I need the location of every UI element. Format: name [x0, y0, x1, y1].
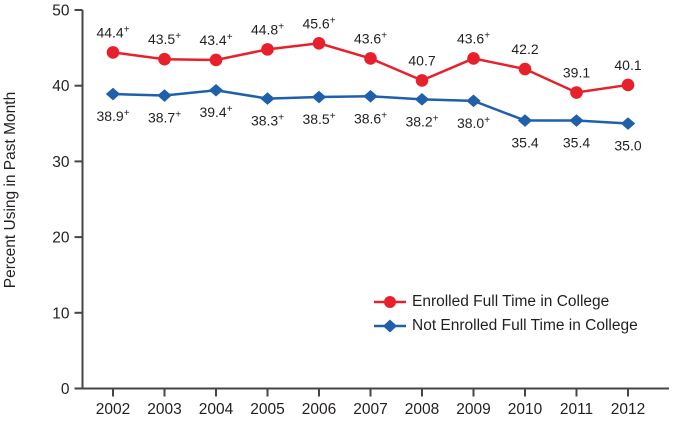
series-line-0 — [112, 42, 629, 94]
legend-item-not-enrolled: Not Enrolled Full Time in College — [374, 317, 638, 334]
x-tick-label: 2002 — [96, 401, 130, 418]
data-point-marker-diamond — [311, 90, 327, 104]
data-point-label: 43.4+ — [199, 32, 232, 48]
data-point-label: 43.6+ — [354, 30, 387, 46]
x-tick-label: 2008 — [405, 401, 439, 418]
legend-label-not-enrolled: Not Enrolled Full Time in College — [412, 316, 638, 334]
data-point-marker-circle — [570, 86, 583, 99]
data-point-label: 38.3+ — [251, 113, 284, 129]
data-point-label: 38.6+ — [354, 110, 387, 126]
y-axis-title: Percent Using in Past Month — [2, 91, 19, 289]
x-tick-label: 2010 — [508, 401, 543, 418]
data-point-marker-diamond — [105, 87, 121, 101]
y-tick-label: 50 — [52, 3, 70, 20]
data-point-marker-diamond — [363, 89, 378, 103]
x-tick-label: 2004 — [199, 401, 234, 418]
data-point-marker-circle — [106, 46, 120, 59]
legend-line-circle-icon — [374, 295, 406, 308]
data-point-marker-diamond — [517, 114, 533, 127]
data-point-marker-circle — [209, 53, 223, 67]
x-tick-label: 2012 — [611, 401, 645, 418]
data-point-marker-circle — [415, 74, 429, 87]
data-point-marker-diamond — [208, 83, 224, 97]
data-point-label: 40.7 — [408, 52, 435, 68]
x-tick-label: 2006 — [302, 401, 336, 418]
data-point-marker-diamond — [414, 93, 430, 106]
data-point-marker-circle — [364, 52, 377, 65]
data-point-label: 39.1 — [563, 65, 590, 81]
y-tick-label: 20 — [52, 230, 70, 247]
x-tick-label: 2005 — [250, 401, 284, 418]
data-point-label: 40.1 — [614, 57, 641, 73]
y-tick-label: 40 — [52, 78, 70, 95]
data-point-marker-circle — [621, 78, 635, 92]
data-point-marker-diamond — [157, 89, 172, 102]
data-point-marker-circle — [158, 52, 171, 66]
legend: Enrolled Full Time in College Not Enroll… — [374, 293, 638, 334]
y-tick-label: 10 — [52, 305, 70, 322]
data-point-marker-diamond — [620, 117, 636, 130]
data-point-label: 39.4+ — [199, 104, 232, 120]
data-point-label: 38.7+ — [148, 110, 181, 126]
data-point-label: 38.9+ — [96, 108, 129, 124]
data-point-marker-diamond — [466, 94, 481, 108]
data-point-label: 43.5+ — [148, 31, 181, 47]
data-point-label: 42.2 — [511, 41, 538, 57]
data-point-marker-circle — [518, 62, 532, 76]
legend-item-enrolled: Enrolled Full Time in College — [374, 293, 638, 310]
data-point-marker-diamond — [569, 114, 584, 127]
data-point-label: 35.0 — [614, 138, 641, 154]
x-tick-label: 2009 — [456, 401, 490, 418]
y-tick-label: 30 — [52, 154, 70, 171]
legend-label-enrolled: Enrolled Full Time in College — [412, 292, 610, 310]
data-point-marker-circle — [467, 52, 480, 65]
data-point-label: 38.5+ — [302, 111, 335, 127]
legend-line-diamond-icon — [374, 319, 406, 332]
data-point-marker-circle — [312, 37, 326, 50]
data-point-label: 44.8+ — [251, 21, 284, 37]
data-point-label: 35.4 — [563, 135, 590, 151]
x-tick-label: 2003 — [147, 401, 181, 418]
data-point-marker-circle — [261, 43, 274, 56]
data-point-label: 35.4 — [511, 135, 538, 151]
data-point-label: 38.0+ — [457, 115, 490, 131]
x-tick-label: 2007 — [353, 401, 387, 418]
x-tick-label: 2011 — [560, 401, 593, 418]
data-point-label: 44.4+ — [96, 24, 129, 40]
data-point-label: 45.6+ — [302, 15, 335, 31]
y-tick-label: 0 — [61, 381, 70, 398]
data-point-label: 43.6+ — [457, 30, 490, 46]
data-point-label: 38.2+ — [405, 113, 438, 129]
data-point-marker-diamond — [260, 92, 275, 105]
